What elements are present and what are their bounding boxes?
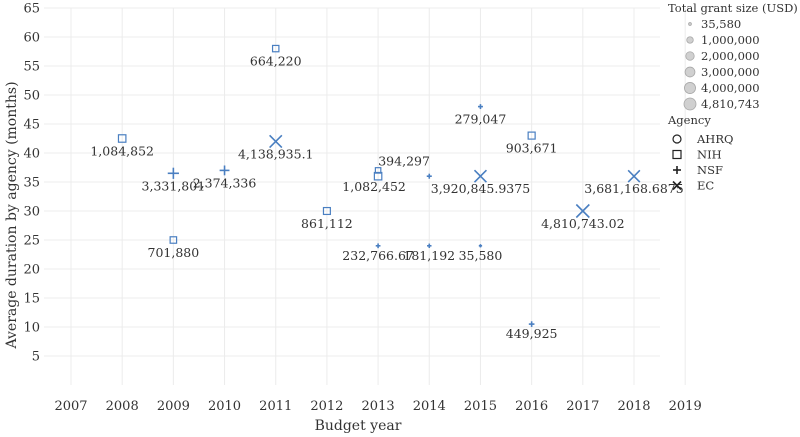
data-label: 4,810,743.02 — [541, 216, 625, 231]
agency-legend-cross-icon — [672, 180, 682, 191]
agency-legend-square-icon — [672, 149, 682, 160]
x-tick-label: 2014 — [413, 399, 446, 414]
size-legend-label: 4,000,000 — [701, 81, 760, 95]
data-label: 3,331,801 — [142, 178, 206, 193]
x-tick-label: 2007 — [54, 399, 87, 414]
data-label: 664,220 — [250, 54, 302, 69]
agency-legend-label: EC — [697, 179, 714, 193]
data-label: 903,671 — [506, 141, 558, 156]
y-tick-label: 50 — [23, 89, 40, 104]
size-legend-circle — [684, 82, 696, 94]
size-legend-label: 2,000,000 — [701, 49, 760, 63]
data-label: 1,082,452 — [342, 179, 406, 194]
data-point-nsf — [478, 244, 483, 248]
y-axis-title: Average duration by agency (months) — [4, 81, 20, 349]
y-tick-label: 40 — [23, 147, 40, 162]
data-label: 861,112 — [301, 216, 353, 231]
y-tick-label: 45 — [23, 118, 40, 133]
legend: Total grant size (USD) 35,580 1,000,000 2,… — [667, 1, 798, 193]
y-tick-label: 65 — [23, 2, 40, 17]
x-tick-label: 2010 — [208, 399, 241, 414]
data-point-ec — [575, 203, 590, 219]
data-point-nih — [271, 44, 280, 53]
size-legend-circle — [684, 66, 696, 78]
size-legend-title: Total grant size (USD) — [668, 1, 798, 15]
x-tick-label: 2008 — [106, 399, 139, 414]
y-axis-ticks: 5 10 15 20 25 30 35 40 45 50 55 60 65 — [23, 2, 40, 365]
y-tick-label: 30 — [23, 205, 40, 220]
agency-legend-title: Agency — [667, 113, 711, 127]
x-axis-ticks: 2007 2008 2009 2010 2011 2012 2013 2014 2015 2016… — [54, 399, 701, 414]
data-point-nih — [169, 236, 178, 244]
agency-legend-circle-icon — [672, 134, 682, 144]
y-tick-label: 55 — [23, 60, 40, 75]
data-point-nih — [322, 206, 331, 216]
x-axis-title: Budget year — [315, 418, 402, 434]
data-label: 701,880 — [148, 245, 200, 260]
data-label: 35,580 — [459, 248, 503, 263]
size-legend-circle — [683, 97, 697, 111]
agency-legend-label: AHRQ — [696, 132, 733, 146]
data-point-ec — [269, 134, 283, 149]
data-point-nsf — [375, 243, 381, 249]
data-points — [117, 44, 641, 327]
data-label: 3,681,168.6875 — [584, 181, 683, 196]
x-tick-label: 2015 — [464, 399, 497, 414]
data-point-nih — [373, 171, 383, 181]
data-label: 181,192 — [403, 248, 455, 263]
y-tick-label: 5 — [32, 350, 40, 365]
x-tick-label: 2009 — [157, 399, 190, 414]
data-label: 3,920,845.9375 — [431, 181, 530, 196]
data-label: 2,374,336 — [193, 175, 257, 190]
x-tick-label: 2019 — [669, 399, 702, 414]
data-label: 4,138,935.1 — [238, 146, 314, 161]
x-tick-label: 2013 — [362, 399, 395, 414]
data-point-nsf — [426, 173, 432, 179]
x-tick-label: 2018 — [617, 399, 650, 414]
agency-legend-plus-icon — [673, 166, 681, 174]
data-label: 449,925 — [506, 326, 558, 341]
y-tick-label: 20 — [23, 263, 40, 278]
data-point-nsf — [167, 167, 179, 179]
data-point-ec — [473, 169, 488, 183]
data-point-nsf — [427, 243, 432, 249]
data-point-nih — [117, 134, 127, 143]
x-tick-label: 2012 — [310, 399, 343, 414]
size-legend-circle — [685, 51, 695, 61]
size-legend-circle — [688, 22, 692, 26]
y-tick-label: 35 — [23, 176, 40, 191]
data-point-nsf — [219, 165, 230, 176]
y-tick-label: 60 — [23, 31, 40, 46]
size-legend: 35,580 1,000,000 2,000,000 3,000,000 4,000,0… — [683, 17, 760, 111]
size-legend-label: 3,000,000 — [701, 65, 760, 79]
y-tick-label: 25 — [23, 234, 40, 249]
agency-legend-label: NIH — [697, 148, 722, 162]
data-point-nsf — [528, 321, 535, 327]
size-legend-label: 1,000,000 — [701, 33, 760, 47]
data-point-nih — [374, 167, 382, 174]
size-legend-label: 35,580 — [701, 17, 741, 31]
data-point-nsf — [477, 104, 483, 110]
data-label: 394,297 — [378, 153, 430, 168]
x-tick-label: 2017 — [566, 399, 599, 414]
size-legend-label: 4,810,743 — [701, 97, 760, 111]
grid — [44, 7, 686, 385]
x-tick-label: 2011 — [259, 399, 292, 414]
data-point-ec — [627, 169, 641, 183]
agency-legend-label: NSF — [697, 163, 723, 177]
y-tick-label: 15 — [23, 292, 40, 307]
data-label: 232,766.67 — [342, 248, 414, 263]
data-point-nih — [527, 131, 536, 140]
data-label: 1,084,852 — [90, 144, 154, 159]
size-legend-circle — [686, 36, 694, 44]
x-tick-label: 2016 — [515, 399, 548, 414]
y-tick-label: 10 — [23, 321, 40, 336]
data-label: 279,047 — [455, 112, 507, 127]
